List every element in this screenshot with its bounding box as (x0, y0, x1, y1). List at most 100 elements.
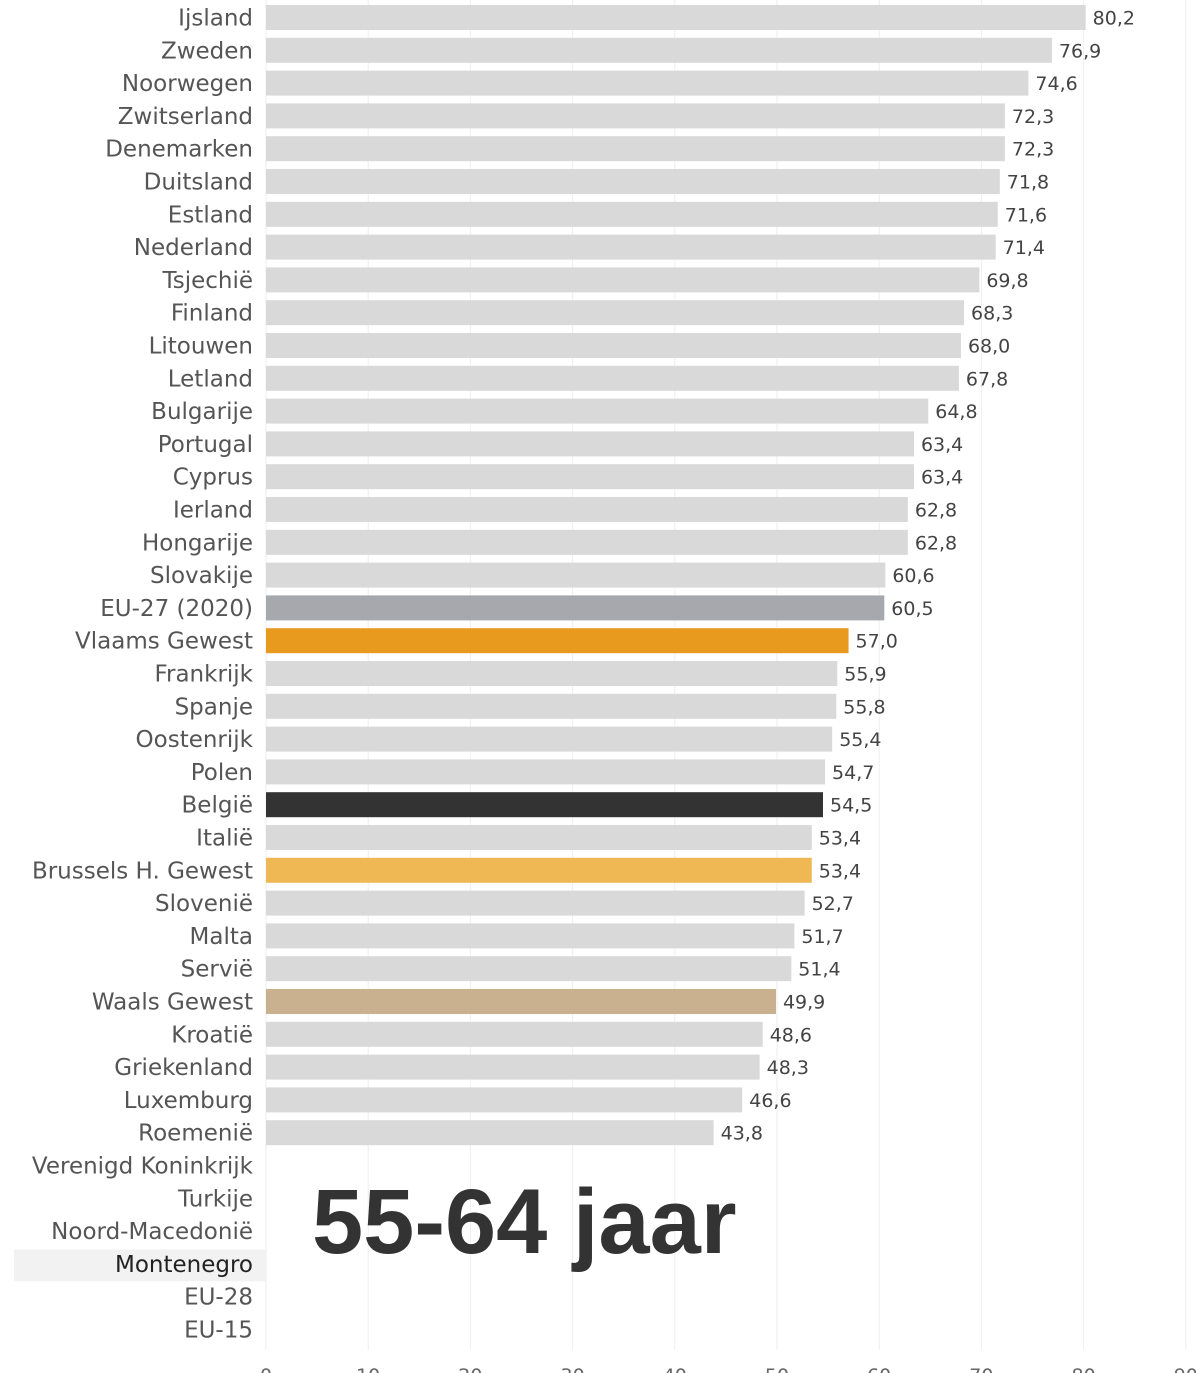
bar[interactable] (266, 562, 886, 588)
category-label: Tsjechië (161, 268, 253, 294)
bar[interactable] (266, 398, 929, 424)
category-label: Finland (171, 301, 253, 327)
category-label: Spanje (175, 694, 253, 720)
category-label: Servië (181, 957, 253, 983)
bar[interactable] (266, 595, 885, 621)
category-label: Bulgarije (151, 399, 253, 425)
value-labels: 80,2 76,9 74,6 72,3 72,3 71,8 71,6 71,4 69,8 68,3… (721, 8, 1135, 1145)
value-label: 80,2 (1093, 8, 1135, 30)
value-label: 53,4 (819, 828, 861, 850)
value-label: 67,8 (966, 368, 1008, 390)
category-label: Montenegro (115, 1252, 253, 1278)
value-label: 52,7 (812, 893, 854, 915)
value-label: 43,8 (721, 1123, 763, 1145)
value-label: 51,4 (798, 959, 840, 981)
x-tick-label: 50 (765, 1365, 789, 1373)
bar[interactable] (266, 267, 980, 293)
bar[interactable] (266, 365, 959, 391)
bar[interactable] (266, 5, 1086, 30)
category-label: Portugal (158, 432, 253, 458)
bar[interactable] (266, 103, 1005, 129)
bar[interactable] (266, 792, 823, 818)
bar[interactable] (266, 726, 833, 752)
category-label: Litouwen (149, 334, 253, 360)
bar[interactable] (266, 923, 795, 949)
category-label: Zwitserland (118, 104, 253, 130)
category-label: EU-27 (2020) (100, 596, 253, 622)
category-label: Noord-Macedonië (51, 1219, 253, 1245)
value-label: 54,7 (832, 762, 874, 784)
bar[interactable] (266, 825, 812, 850)
bar[interactable] (266, 759, 826, 785)
x-tick-label: 60 (867, 1365, 891, 1373)
category-label: Luxemburg (124, 1088, 253, 1114)
chart-title: 55-64 jaar (312, 1171, 737, 1273)
value-label: 48,3 (767, 1057, 809, 1079)
category-label: Brussels H. Gewest (32, 858, 253, 884)
value-label: 68,0 (968, 336, 1010, 358)
value-label: 62,8 (915, 500, 957, 522)
category-label: Noorwegen (122, 71, 253, 97)
x-tick-label: 20 (458, 1365, 482, 1373)
bar[interactable] (266, 333, 961, 358)
category-label: Ierland (173, 498, 253, 524)
category-label: Frankrijk (154, 662, 253, 688)
value-label: 55,8 (843, 696, 885, 718)
row-highlight-band (14, 1249, 266, 1282)
bar[interactable] (266, 956, 792, 982)
value-label: 63,4 (921, 467, 963, 489)
value-label: 53,4 (819, 860, 861, 882)
bar[interactable] (266, 529, 908, 555)
category-label: Ijsland (178, 6, 253, 32)
value-label: 71,6 (1005, 204, 1047, 226)
category-label: België (182, 793, 253, 819)
bar[interactable] (266, 693, 837, 719)
category-label: Hongarije (142, 530, 253, 556)
value-label: 72,3 (1012, 139, 1054, 161)
category-label: Vlaams Gewest (75, 629, 253, 655)
value-label: 55,9 (844, 664, 886, 686)
category-label: Griekenland (114, 1055, 253, 1081)
x-tick-label: 30 (561, 1365, 585, 1373)
category-label: Turkije (177, 1186, 253, 1212)
category-label: Italië (196, 826, 253, 852)
value-label: 71,4 (1003, 237, 1045, 259)
x-tick-label: 90 (1174, 1365, 1196, 1373)
bar[interactable] (266, 1120, 714, 1146)
category-label: EU-15 (184, 1318, 253, 1344)
bar[interactable] (266, 989, 776, 1014)
bar[interactable] (266, 1087, 743, 1113)
category-label: Nederland (134, 235, 253, 261)
bar[interactable] (266, 661, 838, 686)
bar[interactable] (266, 497, 908, 522)
value-label: 57,0 (856, 631, 898, 653)
category-label: Kroatië (171, 1022, 253, 1048)
bar[interactable] (266, 169, 1000, 194)
row-highlight (14, 1249, 266, 1282)
bar[interactable] (266, 464, 914, 490)
x-tick-label: 80 (1072, 1365, 1096, 1373)
value-label: 68,3 (971, 303, 1013, 325)
value-label: 51,7 (801, 926, 843, 948)
category-label: Oostenrijk (136, 727, 254, 753)
bar[interactable] (266, 1054, 760, 1080)
x-tick-label: 10 (356, 1365, 380, 1373)
bar[interactable] (266, 300, 965, 326)
bar[interactable] (266, 1021, 763, 1047)
bar[interactable] (266, 70, 1029, 96)
value-label: 64,8 (935, 401, 977, 423)
x-tick-label: 40 (663, 1365, 687, 1373)
bar[interactable] (266, 136, 1005, 162)
category-label: Slovenië (155, 891, 253, 917)
bar[interactable] (266, 37, 1052, 63)
bar[interactable] (266, 628, 849, 654)
value-label: 72,3 (1012, 106, 1054, 128)
bar[interactable] (266, 890, 805, 916)
category-label: Duitsland (144, 170, 253, 196)
bar[interactable] (266, 857, 812, 883)
bar[interactable] (266, 201, 998, 227)
value-label: 71,8 (1007, 172, 1049, 194)
bar[interactable] (266, 234, 996, 260)
bar[interactable] (266, 431, 914, 457)
value-label: 49,9 (783, 992, 825, 1014)
